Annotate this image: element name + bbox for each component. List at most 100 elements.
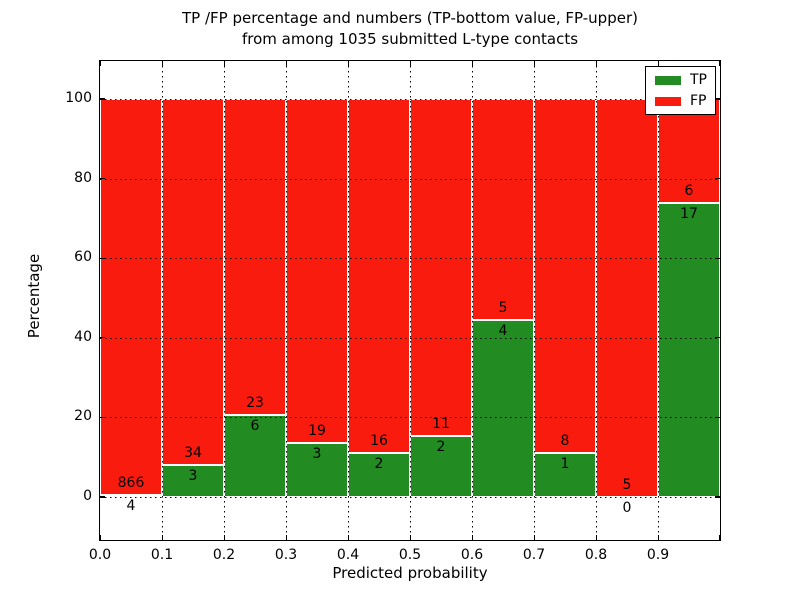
bar-fp-segment — [534, 99, 596, 453]
bar-fp-segment — [100, 99, 162, 496]
fp-color-swatch — [655, 96, 681, 106]
tp-count-label: 17 — [680, 205, 698, 222]
y-tick-mark — [715, 98, 720, 100]
x-tick-mark — [534, 61, 536, 66]
x-tick-label: 0.9 — [646, 547, 670, 563]
tp-count-label: 6 — [250, 417, 260, 434]
bar-fp-segment — [596, 99, 658, 497]
y-tick-label: 100 — [65, 90, 92, 106]
chart-title-line1: TP /FP percentage and numbers (TP-bottom… — [182, 9, 638, 27]
v-gridline — [224, 61, 225, 540]
y-tick-label: 80 — [74, 169, 92, 186]
x-tick-label: 0.7 — [522, 547, 546, 563]
y-tick-mark — [715, 416, 720, 419]
y-tick-label: 0 — [83, 488, 92, 504]
fp-count-label: 866 — [117, 475, 145, 492]
chart-title-line2: from among 1035 submitted L-type contact… — [241, 30, 579, 48]
v-gridline — [348, 61, 349, 540]
bar-tp-segment — [224, 414, 286, 497]
fp-count-label: 5 — [498, 300, 508, 317]
x-tick-mark — [596, 535, 598, 540]
bar-tp-segment — [100, 495, 162, 498]
x-tick-mark — [410, 535, 412, 540]
x-tick-mark — [348, 61, 350, 66]
x-tick-label: 0.1 — [150, 547, 174, 563]
v-gridline — [658, 61, 659, 540]
tp-color-swatch — [655, 75, 681, 85]
x-tick-mark — [286, 535, 288, 540]
x-axis-label: Predicted probability — [332, 564, 488, 582]
bar-tp-segment — [286, 442, 348, 497]
tp-count-label: 4 — [126, 498, 136, 515]
y-tick-mark — [715, 496, 720, 498]
bar-tp-segment — [348, 452, 410, 497]
x-tick-mark — [224, 61, 226, 66]
x-tick-label: 0.4 — [336, 547, 360, 563]
x-tick-mark — [100, 535, 102, 540]
y-tick-mark — [100, 496, 105, 498]
tp-count-label: 4 — [498, 323, 508, 340]
x-tick-mark — [348, 535, 350, 540]
legend-item-tp: TP — [655, 72, 707, 88]
x-tick-label: 0.5 — [398, 547, 422, 563]
fp-count-label: 23 — [246, 394, 264, 411]
y-tick-mark — [715, 337, 720, 339]
v-gridline — [410, 61, 411, 540]
bar-fp-segment — [348, 99, 410, 453]
y-tick-mark — [715, 177, 720, 180]
x-tick-mark — [596, 61, 598, 66]
y-tick-mark — [100, 98, 105, 100]
x-tick-mark — [224, 535, 226, 540]
v-gridline — [286, 61, 287, 540]
x-tick-label: 0.2 — [212, 547, 236, 563]
y-tick-mark — [100, 416, 105, 419]
x-tick-mark — [286, 61, 288, 66]
x-tick-mark — [718, 61, 720, 66]
x-tick-label: 0.3 — [274, 547, 298, 563]
x-tick-mark — [410, 61, 412, 66]
tp-count-label: 3 — [312, 445, 322, 462]
y-tick-mark — [715, 257, 720, 259]
v-gridline — [596, 61, 597, 540]
legend-label-fp: FP — [690, 93, 707, 109]
plot-area: 866 4 34 3 23 6 19 3 16 2 11 2 5 4 8 1 5 0 6 17 TP FP — [99, 60, 721, 541]
x-tick-mark — [658, 535, 660, 540]
fp-count-label: 5 — [622, 477, 632, 493]
bar-tp-segment — [658, 202, 720, 497]
y-tick-label: 40 — [74, 328, 92, 345]
v-gridline — [162, 61, 163, 540]
x-tick-mark — [534, 535, 536, 540]
y-tick-mark — [100, 337, 105, 339]
legend: TP FP — [645, 66, 716, 115]
y-tick-mark — [100, 257, 105, 259]
bar-tp-segment — [472, 320, 534, 497]
x-tick-mark — [162, 535, 164, 540]
tp-count-label: 3 — [188, 467, 198, 484]
fp-count-label: 34 — [184, 444, 202, 461]
y-tick-label: 20 — [74, 408, 92, 425]
legend-label-tp: TP — [690, 72, 707, 88]
fp-count-label: 6 — [684, 182, 694, 199]
bar-fp-segment — [162, 99, 224, 465]
tp-count-label: 2 — [374, 455, 384, 472]
x-tick-mark — [472, 61, 474, 66]
x-tick-mark — [718, 535, 720, 540]
x-tick-mark — [658, 61, 660, 66]
x-tick-label: 0.8 — [584, 547, 608, 563]
x-tick-mark — [162, 61, 164, 66]
tp-count-label: 2 — [436, 438, 446, 455]
tp-count-label: 0 — [622, 500, 632, 516]
fp-count-label: 8 — [560, 432, 570, 449]
y-tick-label: 60 — [74, 249, 92, 266]
fp-count-label: 16 — [370, 432, 388, 449]
chart-title: TP /FP percentage and numbers (TP-bottom… — [0, 8, 800, 50]
v-gridline — [534, 61, 535, 540]
x-tick-label: 0.0 — [88, 547, 112, 563]
bar-fp-segment — [410, 99, 472, 436]
y-axis-label: Percentage — [25, 253, 43, 339]
fp-count-label: 19 — [308, 422, 326, 439]
fp-count-label: 11 — [432, 415, 450, 432]
x-tick-mark — [472, 535, 474, 540]
bar-fp-segment — [224, 99, 286, 415]
